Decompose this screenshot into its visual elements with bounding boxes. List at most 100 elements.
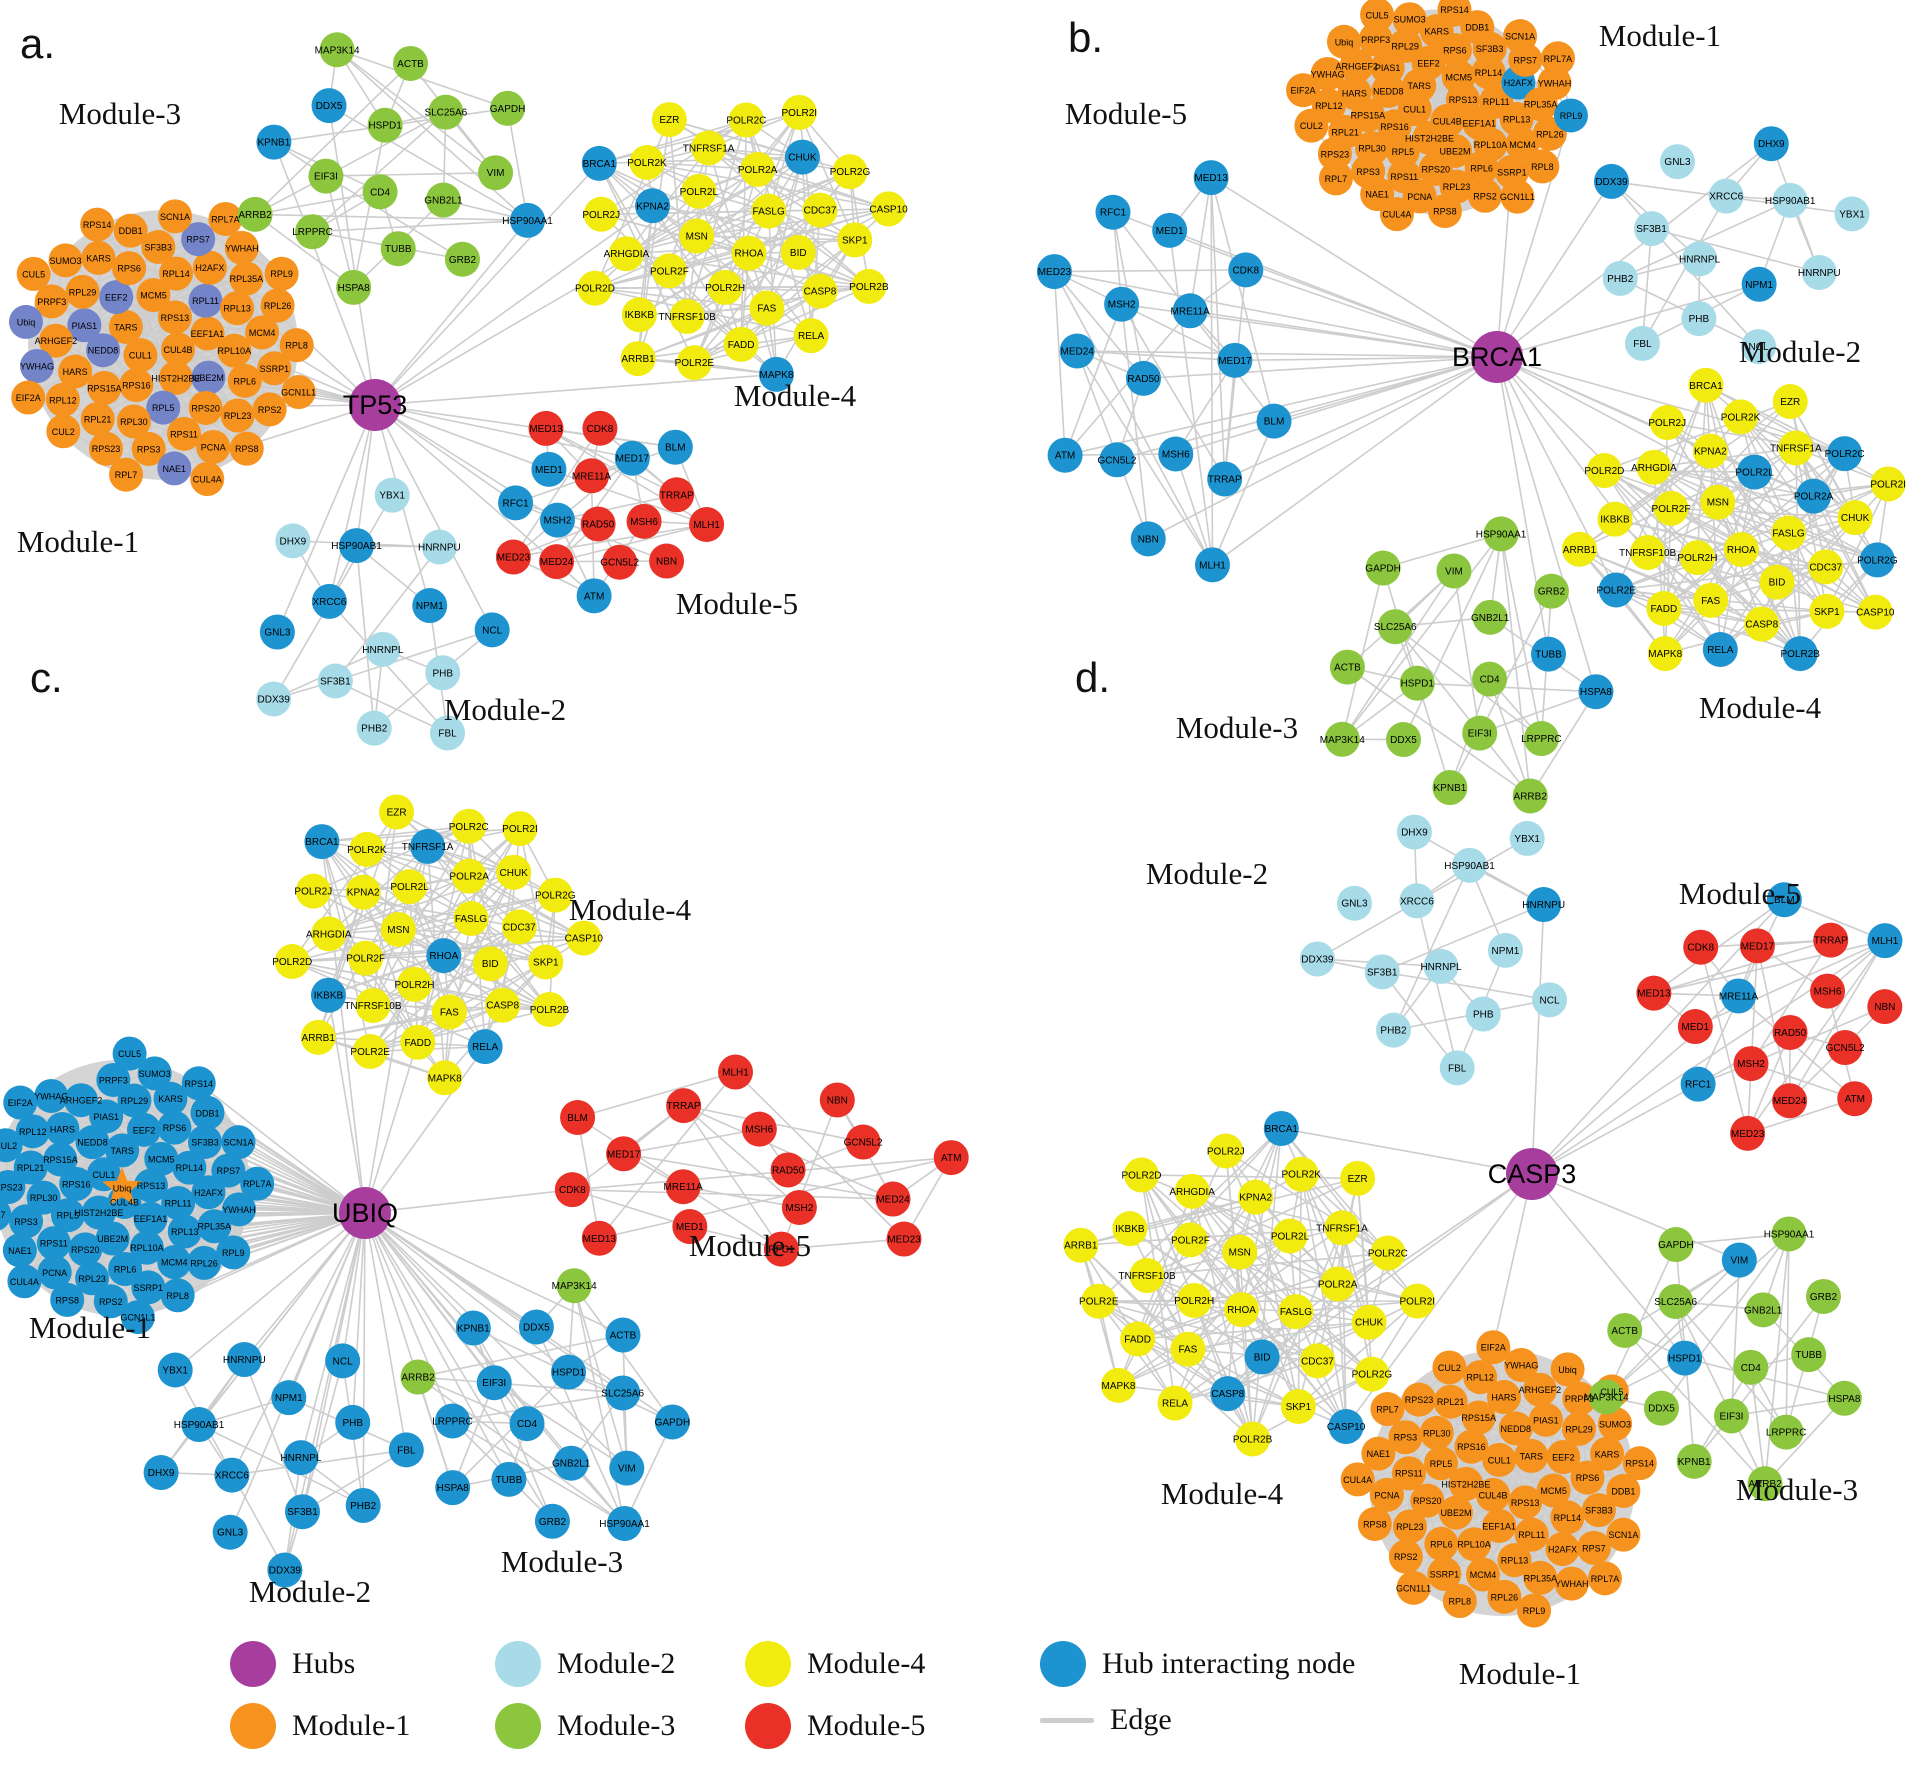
node-CDC37[interactable]: [501, 909, 537, 945]
node-SF3B1[interactable]: [285, 1494, 321, 1530]
node-MSN[interactable]: [679, 218, 715, 254]
node-UBE2M[interactable]: [1438, 1495, 1473, 1530]
node-DHX9[interactable]: [275, 523, 311, 559]
node-POLR2D[interactable]: [274, 944, 310, 980]
node-PHB2[interactable]: [356, 710, 392, 746]
node-RFC1[interactable]: [1680, 1066, 1716, 1102]
node-EIF3I[interactable]: [308, 158, 344, 194]
node-TARS[interactable]: [108, 309, 143, 344]
node-RELA[interactable]: [1157, 1385, 1193, 1421]
node-YBX1[interactable]: [374, 477, 410, 513]
node-RPL10A[interactable]: [1457, 1527, 1492, 1562]
node-SCN1A[interactable]: [158, 199, 193, 234]
node-RPL7A[interactable]: [240, 1166, 275, 1201]
node-DDX39[interactable]: [1299, 941, 1335, 977]
node-RPL7[interactable]: [109, 457, 144, 492]
node-POLR2L[interactable]: [392, 869, 428, 905]
node-MCM5[interactable]: [1441, 59, 1476, 94]
node-POLR2J[interactable]: [295, 873, 331, 909]
node-HSP90AA1[interactable]: [510, 202, 546, 238]
node-GNL3[interactable]: [1659, 144, 1695, 180]
node-NCL[interactable]: [474, 612, 510, 648]
node-MCM5[interactable]: [136, 278, 171, 313]
node-EEF2[interactable]: [1546, 1439, 1581, 1474]
node-PRPF3[interactable]: [34, 284, 69, 319]
node-MED13[interactable]: [1193, 160, 1229, 196]
node-RPS6[interactable]: [157, 1110, 192, 1145]
node-MSH2[interactable]: [1104, 286, 1140, 322]
node-RPS2[interactable]: [1388, 1539, 1423, 1574]
node-CASP10[interactable]: [1857, 594, 1893, 630]
node-HSP90AB1[interactable]: [1452, 847, 1488, 883]
node-PCNA[interactable]: [37, 1255, 72, 1290]
node-ACTB[interactable]: [393, 45, 429, 81]
node-KPNA2[interactable]: [1238, 1179, 1274, 1215]
node-HNRNPL[interactable]: [1423, 948, 1459, 984]
node-RPL26[interactable]: [260, 288, 295, 323]
node-DDX5[interactable]: [1385, 722, 1421, 758]
node-NPM1[interactable]: [271, 1380, 307, 1416]
node-FASLG[interactable]: [1278, 1294, 1314, 1330]
node-RPL6[interactable]: [1424, 1526, 1459, 1561]
node-NBN[interactable]: [1867, 989, 1903, 1025]
node-BID[interactable]: [780, 234, 816, 270]
node-GRB2[interactable]: [1805, 1278, 1841, 1314]
node-KARS[interactable]: [81, 240, 116, 275]
node-NAE1[interactable]: [1361, 1436, 1396, 1471]
node-HARS[interactable]: [1486, 1379, 1521, 1414]
node-POLR2G[interactable]: [832, 154, 868, 190]
node-RPS23[interactable]: [88, 431, 123, 466]
node-RPS15A[interactable]: [87, 370, 122, 405]
node-TRRAP[interactable]: [666, 1088, 702, 1124]
hub-node-UBIQ[interactable]: [339, 1187, 391, 1239]
node-KPNB1[interactable]: [256, 124, 292, 160]
node-RPL6[interactable]: [108, 1252, 143, 1287]
node-PRPF3[interactable]: [1358, 22, 1393, 57]
node-BRCA1[interactable]: [581, 145, 617, 181]
node-RPL14[interactable]: [159, 256, 194, 291]
node-CD4[interactable]: [509, 1406, 545, 1442]
node-SLC25A6[interactable]: [1377, 609, 1413, 645]
node-MCM5[interactable]: [144, 1141, 179, 1176]
node-EEF2[interactable]: [126, 1112, 161, 1147]
node-CUL5[interactable]: [1360, 0, 1395, 32]
node-RPS3[interactable]: [9, 1204, 44, 1239]
node-EZR[interactable]: [1340, 1160, 1376, 1196]
node-RPL12[interactable]: [45, 382, 80, 417]
node-VIM[interactable]: [478, 155, 514, 191]
node-CUL2[interactable]: [1294, 108, 1329, 143]
node-RPL13[interactable]: [1497, 1543, 1532, 1578]
node-FAS[interactable]: [1693, 582, 1729, 618]
node-POLR2G[interactable]: [1354, 1356, 1390, 1392]
node-TNFRSF1A[interactable]: [410, 828, 446, 864]
node-RPL11[interactable]: [1514, 1517, 1549, 1552]
node-MED24[interactable]: [1772, 1083, 1808, 1119]
node-GAPDH[interactable]: [1658, 1227, 1694, 1263]
node-BLM[interactable]: [560, 1099, 596, 1135]
node-MAPK8[interactable]: [1647, 636, 1683, 672]
node-MRE11A[interactable]: [1172, 293, 1208, 329]
node-KPNA2[interactable]: [635, 188, 671, 224]
node-PCNA[interactable]: [1369, 1477, 1404, 1512]
node-RPL9[interactable]: [1553, 98, 1588, 133]
node-MED17[interactable]: [1217, 342, 1253, 378]
node-MED24[interactable]: [1059, 333, 1095, 369]
node-POLR2J[interactable]: [1208, 1133, 1244, 1169]
node-YWHAG[interactable]: [34, 1078, 69, 1113]
node-POLR2K[interactable]: [1723, 399, 1759, 435]
node-DDX5[interactable]: [518, 1309, 554, 1345]
node-MAPK8[interactable]: [758, 356, 794, 392]
node-ARHGEF2[interactable]: [64, 1083, 99, 1118]
node-Ubiq[interactable]: [1326, 24, 1361, 59]
node-EEF2[interactable]: [99, 280, 134, 315]
node-RPS23[interactable]: [1317, 136, 1352, 171]
node-SSRP1[interactable]: [131, 1270, 166, 1305]
node-IKBKB[interactable]: [310, 977, 346, 1013]
node-MED17[interactable]: [606, 1136, 642, 1172]
node-HSPA8[interactable]: [1578, 674, 1614, 710]
node-EZR[interactable]: [651, 102, 687, 138]
node-RPL5[interactable]: [146, 390, 181, 425]
node-RPS15A[interactable]: [43, 1142, 78, 1177]
node-RPL7[interactable]: [1370, 1392, 1405, 1427]
node-MAP3K14[interactable]: [556, 1268, 592, 1304]
